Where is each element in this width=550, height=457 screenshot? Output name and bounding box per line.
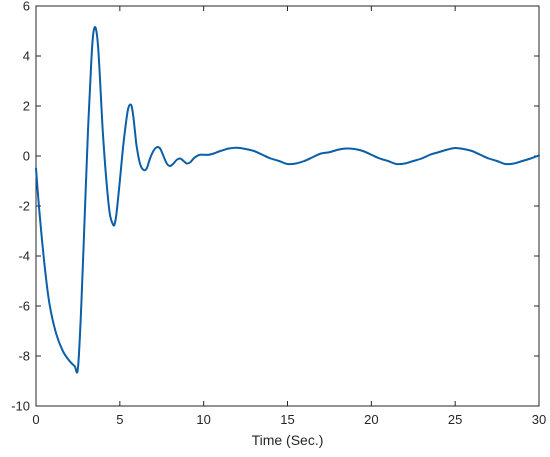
series-line [35,26,540,374]
y-tick-label: -4 [18,249,30,264]
y-tick-label: -10 [11,399,30,414]
x-tick-label: 20 [364,412,378,427]
x-axis-label: Time (Sec.) [252,432,324,448]
ticks-layer [35,5,540,407]
x-tick-label: 5 [116,412,123,427]
x-tick-label: 10 [196,412,210,427]
x-tick-label: 0 [32,412,39,427]
tick-labels-layer: 0 5 10 15 20 25 30 -10 -8 -6 -4 -2 0 2 4 6 [11,0,546,427]
y-tick-label: -6 [18,299,30,314]
x-tick-label: 25 [448,412,462,427]
y-tick-label: 4 [23,49,30,64]
y-tick-label: 2 [23,99,30,114]
y-tick-label: 6 [23,0,30,14]
x-tick-label: 30 [532,412,546,427]
y-tick-label: 0 [23,149,30,164]
plot-area [35,5,540,407]
y-tick-label: -2 [18,199,30,214]
y-tick-label: -8 [18,349,30,364]
x-tick-label: 15 [280,412,294,427]
